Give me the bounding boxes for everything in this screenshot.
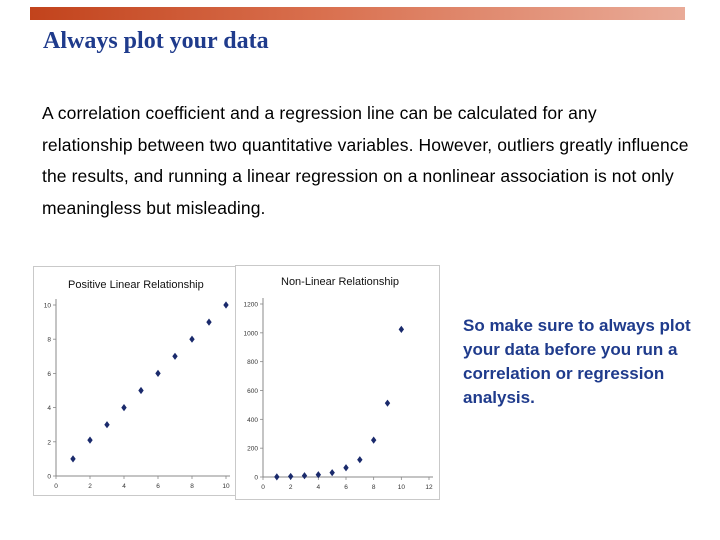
nonlinear-data-point: [301, 472, 308, 480]
x-tick-label: 0: [54, 483, 58, 490]
nonlinear-data-point: [343, 464, 349, 472]
linear-data-point: [87, 436, 93, 444]
linear-chart-svg: Positive Linear Relationship 0 2 4 6 8 10 0 2 4 6 8…: [44, 279, 230, 490]
y-tick-label: 1200: [244, 302, 259, 309]
title-accent-bar: [30, 7, 685, 20]
x-tick-label: 0: [261, 484, 265, 491]
y-tick-label: 800: [247, 359, 258, 366]
y-tick-label: 6: [47, 371, 51, 378]
nonlinear-data-point: [357, 456, 363, 464]
x-tick-label: 2: [289, 484, 293, 491]
y-tick-label: 0: [47, 474, 51, 481]
linear-data-point: [155, 369, 161, 377]
y-tick-label: 10: [44, 303, 52, 310]
y-tick-label: 0: [254, 475, 258, 482]
y-tick-label: 600: [247, 388, 258, 395]
nonlinear-chart-title: Non-Linear Relationship: [281, 276, 399, 288]
y-tick-label: 4: [47, 405, 51, 412]
linear-data-point: [223, 301, 229, 309]
linear-data-point: [172, 352, 178, 360]
nonlinear-data-point: [398, 325, 405, 333]
callout-text: So make sure to always plot your data be…: [463, 316, 691, 407]
body-paragraph: A correlation coefficient and a regressi…: [42, 103, 689, 218]
nonlinear-data-point: [384, 399, 391, 407]
slide-title: Always plot your data: [43, 28, 269, 54]
nonlinear-data-point: [329, 469, 335, 477]
y-tick-label: 400: [247, 417, 258, 424]
nonlinear-data-point: [274, 473, 280, 481]
linear-data-point: [189, 335, 195, 343]
linear-data-point: [121, 404, 127, 412]
linear-chart-title: Positive Linear Relationship: [68, 279, 204, 291]
y-tick-label: 8: [47, 337, 51, 344]
linear-data-point: [104, 421, 110, 429]
linear-data-point: [70, 455, 76, 463]
x-tick-label: 8: [190, 483, 194, 490]
x-tick-label: 12: [425, 484, 433, 491]
x-tick-label: 8: [372, 484, 376, 491]
x-tick-label: 2: [88, 483, 92, 490]
x-tick-label: 10: [398, 484, 406, 491]
x-tick-label: 6: [344, 484, 348, 491]
linear-chart-panel: Positive Linear Relationship 0 2 4 6 8 10 0 2 4 6 8…: [33, 266, 247, 496]
x-tick-label: 6: [156, 483, 160, 490]
x-tick-label: 10: [222, 483, 230, 490]
y-tick-label: 1000: [244, 330, 259, 337]
nonlinear-chart-svg: Non-Linear Relationship 0 200 400 600 800 1000…: [244, 276, 433, 491]
y-tick-label: 200: [247, 446, 258, 453]
x-tick-label: 4: [317, 484, 321, 491]
y-tick-label: 2: [47, 439, 51, 446]
x-tick-label: 4: [122, 483, 126, 490]
linear-data-point: [206, 318, 212, 326]
nonlinear-chart-panel: Non-Linear Relationship 0 200 400 600 800 1000…: [235, 265, 440, 500]
linear-data-point: [138, 386, 144, 395]
nonlinear-data-point: [370, 436, 377, 444]
nonlinear-data-point: [287, 472, 294, 481]
